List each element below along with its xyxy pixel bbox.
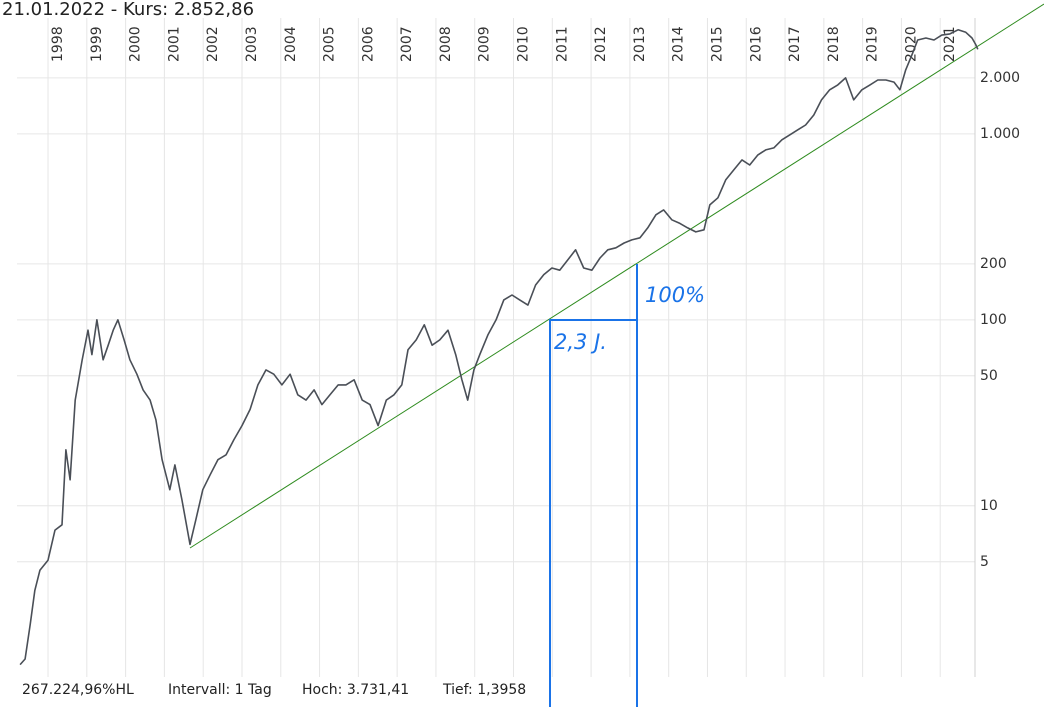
y-tick-label: 2.000 <box>980 70 1020 86</box>
x-tick-label: 2002 <box>205 26 221 62</box>
x-tick-label: 1999 <box>89 26 105 62</box>
x-tick-label: 2021 <box>942 26 958 62</box>
y-tick-label: 100 <box>980 312 1007 328</box>
annotation: 100% <box>645 283 705 307</box>
annotation: 2,3 J. <box>554 330 607 354</box>
x-tick-label: 2007 <box>399 26 415 62</box>
y-tick-label: 200 <box>980 256 1007 272</box>
x-tick-label: 2006 <box>360 26 376 62</box>
x-tick-label: 2019 <box>865 26 881 62</box>
measure-lines <box>549 264 638 707</box>
x-tick-label: 2009 <box>477 26 493 62</box>
x-tick-label: 2010 <box>516 26 532 62</box>
x-tick-label: 2015 <box>709 26 725 62</box>
footer-stat: Hoch: 3.731,41 <box>302 682 409 698</box>
x-tick-label: 1998 <box>50 26 66 62</box>
grid <box>17 18 976 677</box>
y-tick-label: 10 <box>980 498 998 514</box>
trend-line <box>189 3 1044 549</box>
footer-stat: 267.224,96%HL <box>22 682 134 698</box>
x-tick-label: 2017 <box>787 26 803 62</box>
x-tick-label: 2014 <box>671 26 687 62</box>
y-tick-label: 1.000 <box>980 126 1020 142</box>
x-tick-label: 2001 <box>166 26 182 62</box>
y-tick-label: 5 <box>980 554 989 570</box>
x-tick-label: 2011 <box>554 26 570 62</box>
x-tick-label: 2018 <box>826 26 842 62</box>
x-tick-label: 2005 <box>322 26 338 62</box>
price-line <box>19 29 979 666</box>
x-tick-label: 2000 <box>128 26 144 62</box>
x-tick-label: 2016 <box>748 26 764 62</box>
x-tick-label: 2013 <box>632 26 648 62</box>
x-tick-label: 2012 <box>593 26 609 62</box>
y-tick-label: 50 <box>980 368 998 384</box>
x-tick-label: 2003 <box>244 26 260 62</box>
x-tick-label: 2004 <box>283 26 299 62</box>
footer-stat: Tief: 1,3958 <box>442 682 526 698</box>
chart-title: 21.01.2022 - Kurs: 2.852,86 <box>2 0 254 20</box>
x-tick-label: 2008 <box>438 26 454 62</box>
x-tick-label: 2020 <box>903 26 919 62</box>
footer-stat: Intervall: 1 Tag <box>168 682 272 698</box>
